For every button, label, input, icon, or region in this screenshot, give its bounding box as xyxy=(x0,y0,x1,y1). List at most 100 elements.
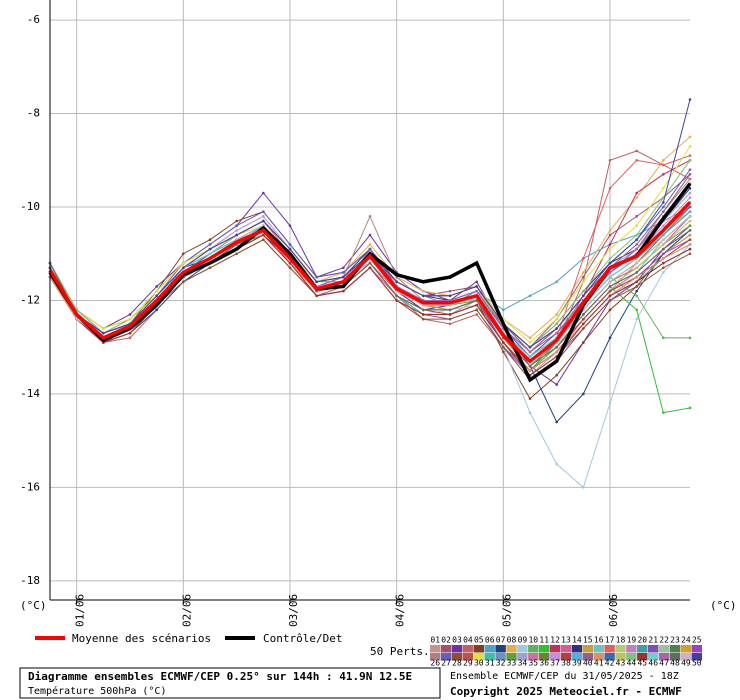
point xyxy=(582,313,585,316)
point xyxy=(635,158,638,162)
point xyxy=(262,238,265,242)
point xyxy=(608,285,612,288)
point xyxy=(688,191,692,195)
point xyxy=(662,271,665,274)
legend-swatch xyxy=(549,645,561,653)
legend-label: Contrôle/Det xyxy=(263,632,342,645)
legend-swatch xyxy=(637,645,648,653)
legend-swatch xyxy=(582,653,593,661)
point xyxy=(555,462,558,466)
legend-label: 02 xyxy=(441,636,451,645)
legend-swatch xyxy=(440,645,452,653)
point xyxy=(262,215,265,218)
point xyxy=(662,233,665,237)
point xyxy=(635,233,638,237)
point xyxy=(662,257,665,260)
legend-swatch xyxy=(517,653,528,661)
point xyxy=(262,219,265,223)
legend-swatch xyxy=(549,653,561,661)
legend-swatch xyxy=(539,645,550,653)
point xyxy=(75,317,78,321)
point xyxy=(582,327,585,330)
point xyxy=(448,317,452,321)
legend-swatch xyxy=(473,645,484,653)
point xyxy=(555,373,558,377)
point xyxy=(608,401,612,405)
point xyxy=(235,252,238,256)
point xyxy=(208,238,212,242)
point xyxy=(528,397,532,400)
legend-label: 16 xyxy=(594,636,604,645)
y-tick-label: -18 xyxy=(20,574,40,587)
y-unit-left: (°C) xyxy=(20,599,47,612)
y-tick-label: -10 xyxy=(20,200,40,213)
point xyxy=(368,261,372,265)
legend-label: 41 xyxy=(594,659,604,668)
point xyxy=(635,247,638,251)
legend-label: 23 xyxy=(670,636,680,645)
point xyxy=(608,233,612,237)
point xyxy=(688,215,692,218)
point xyxy=(635,271,638,274)
legend-label: 42 xyxy=(605,659,615,668)
point xyxy=(582,289,585,293)
point xyxy=(635,243,638,246)
point xyxy=(208,247,212,251)
point xyxy=(688,247,692,251)
legend-label: 49 xyxy=(681,659,691,668)
point xyxy=(688,252,692,256)
point xyxy=(688,406,692,410)
point xyxy=(662,261,665,265)
point xyxy=(582,322,585,326)
point xyxy=(555,331,558,335)
series-line xyxy=(48,201,692,364)
point xyxy=(582,317,585,321)
legend-label: 15 xyxy=(583,636,593,645)
point xyxy=(608,243,612,246)
point xyxy=(688,210,692,213)
point xyxy=(288,247,292,251)
legend-label: 27 xyxy=(441,659,451,668)
point xyxy=(688,135,692,139)
legend-label: 33 xyxy=(507,659,517,668)
legend-label: 01 xyxy=(430,636,440,645)
legend-swatch xyxy=(430,653,441,661)
point xyxy=(635,317,638,321)
point xyxy=(182,266,185,270)
legend-label: 04 xyxy=(463,636,473,645)
point xyxy=(582,486,585,489)
point xyxy=(182,252,185,256)
point xyxy=(662,172,665,176)
legend-swatch xyxy=(560,653,572,661)
legend-swatch xyxy=(604,653,615,661)
point xyxy=(262,210,265,213)
point xyxy=(475,313,478,316)
point xyxy=(555,383,558,386)
point xyxy=(688,224,692,228)
point xyxy=(315,280,318,284)
point xyxy=(635,149,638,153)
legend-swatch xyxy=(691,645,702,653)
point xyxy=(555,327,558,330)
legend-label: 26 xyxy=(430,659,440,668)
legend-swatch xyxy=(604,645,615,653)
legend-label: 08 xyxy=(507,636,517,645)
point xyxy=(662,243,665,246)
point xyxy=(608,229,612,232)
point xyxy=(262,191,265,195)
point xyxy=(422,294,425,298)
point xyxy=(422,313,425,316)
legend-label: 46 xyxy=(648,659,658,668)
legend-swatch xyxy=(626,653,637,661)
x-tick-label: 03/06 xyxy=(287,594,300,627)
point xyxy=(662,336,665,340)
title-box xyxy=(19,667,441,699)
legend-label: 32 xyxy=(496,659,506,668)
point xyxy=(208,243,212,246)
legend-label: 22 xyxy=(659,636,669,645)
point xyxy=(662,205,665,209)
point xyxy=(315,275,318,279)
legend-swatch xyxy=(571,645,583,653)
point xyxy=(688,172,692,176)
